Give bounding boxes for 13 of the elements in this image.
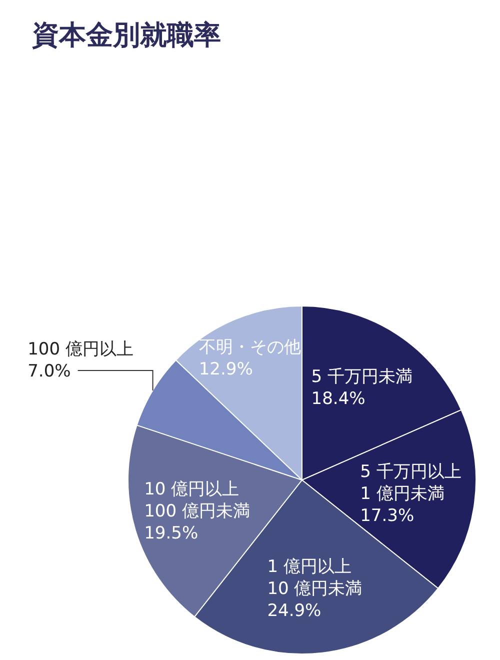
data-label: 19.5% xyxy=(144,524,198,544)
slice-label: 1 億円以上 10 億円未満 xyxy=(267,556,362,599)
chart-title: 資本金別就職率 xyxy=(31,20,221,51)
slice-label: 不明・その他 xyxy=(198,337,301,358)
slice-label: 100 億円以上 xyxy=(28,339,134,360)
data-label: 24.9% xyxy=(267,600,322,621)
data-label: 17.3% xyxy=(360,506,414,526)
data-label: 18.4% xyxy=(311,389,366,410)
slice-label: 5 千万円未満 xyxy=(311,367,413,388)
slice-label: 5 千万円以上 1 億円未満 xyxy=(360,462,462,504)
slice-label: 10 億円以上 100 億円未満 xyxy=(144,480,250,522)
data-label: 7.0% xyxy=(28,361,71,382)
data-label: 12.9% xyxy=(198,359,253,380)
